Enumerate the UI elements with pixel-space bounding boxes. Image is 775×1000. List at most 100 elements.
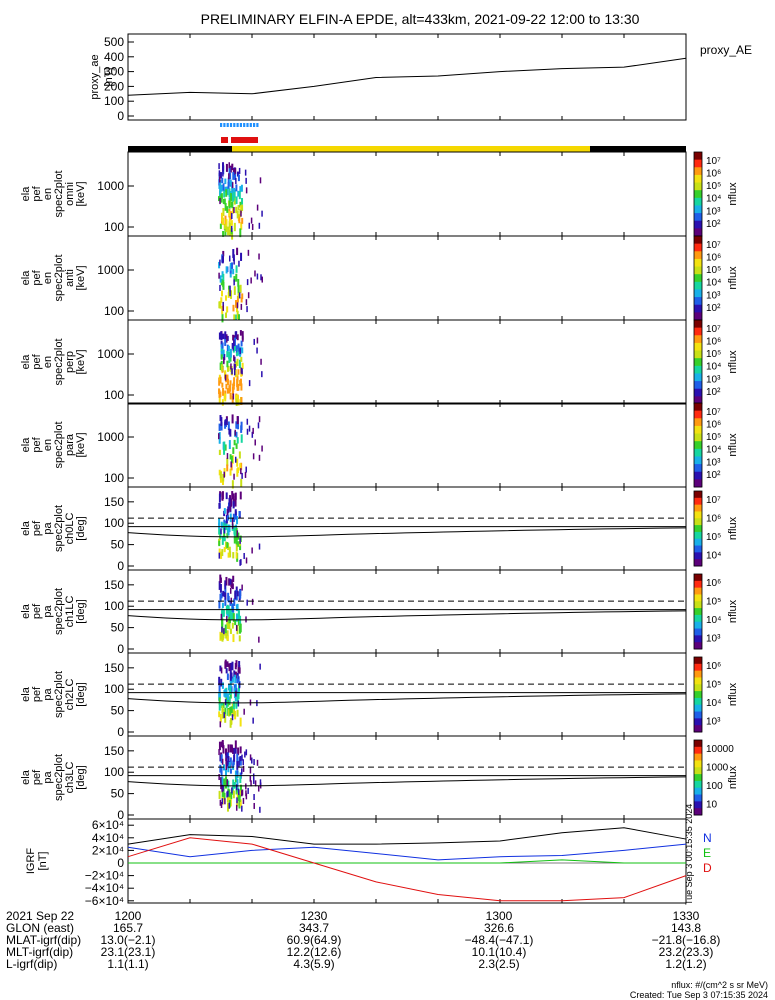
spec-panel-2-pixel (228, 357, 231, 363)
pa-panel-0-pixel (228, 497, 231, 507)
spec-panel-0-pixel (238, 214, 241, 224)
spec-panel-2-colorbar-segment (694, 335, 702, 344)
spec-panel-2-pixel (239, 348, 241, 355)
pa-panel-3-pixel (218, 741, 221, 751)
spec-panel-0-colorbar-tick: 10⁵ (706, 181, 721, 192)
science-zone-dash (220, 123, 223, 127)
pa-panel-3-pixel (232, 759, 235, 765)
spec-panel-0-colorbar-segment (694, 159, 702, 168)
pa-panel-2-pixel (235, 660, 238, 667)
spec-panel-1-pixel (222, 301, 224, 308)
spec-panel-0-colorbar-segment (694, 182, 702, 191)
pa-panel-3-pixel (253, 777, 255, 784)
footer-row-value: 1.1(1.1) (107, 957, 148, 971)
spec-panel-1-pixel (240, 303, 243, 310)
pa-panel-3-pixel (232, 747, 234, 754)
pa-panel-1-colorbar-frame (693, 573, 703, 650)
pa-panel-3-pixel (227, 780, 230, 788)
pa-panel-1-pixel (232, 634, 235, 643)
spec-panel-3-pixel (218, 432, 221, 440)
spec-panel-2-pixel (236, 378, 239, 388)
pa-panel-3-pixel (225, 757, 227, 764)
spec-panel-0-pixel (224, 202, 227, 211)
ylabel-line: spec2plot (53, 338, 65, 385)
science-zone-dash (249, 123, 252, 127)
spec-panel-1-pixel (236, 247, 239, 256)
pa-panel-1-pixel (218, 601, 221, 609)
spec-panel-2-ytick-label: 1000 (97, 347, 124, 361)
pa-panel-3-pixel (226, 760, 229, 767)
pa-panel-2-pixel (236, 675, 239, 684)
spec-panel-0-pixel (248, 222, 251, 229)
spec-panel-2-colorbar-tick: 10³ (706, 374, 721, 385)
spec-panel-3-pixel (221, 478, 224, 486)
pa-panel-3-pixel (221, 758, 224, 765)
pa-panel-3-pixel (242, 765, 245, 772)
spec-panel-3-colorbar-label: nflux (727, 433, 739, 457)
spec-panel-3-pixel (236, 468, 239, 477)
spec-panel-2-pixel (229, 348, 232, 358)
pa-panel-2-pixel (223, 712, 225, 719)
pa-panel-2-pixel (237, 689, 240, 695)
spec-panel-2-ytick-label: 100 (104, 388, 124, 402)
spec-panel-1-pixel (218, 261, 221, 269)
ylabel-line: pa (42, 771, 54, 784)
pa-panel-1-colorbar-tick: 10³ (706, 633, 721, 644)
pa-panel-0-colorbar-segment (694, 531, 702, 540)
spec-panel-3-pixel (257, 422, 260, 429)
ylabel-line: en (42, 188, 54, 200)
spec-panel-3-colorbar-tick: 10⁵ (706, 432, 721, 443)
pa-panel-3-pixel (236, 792, 239, 801)
ylabel-line: ela (20, 186, 32, 202)
spec-panel-2-pixel (229, 392, 232, 400)
spec-panel-1-ytick-label: 1000 (97, 263, 124, 277)
ylabel-line: [deg] (75, 682, 87, 706)
pa-panel-3-pixel (245, 790, 247, 797)
spec-panel-1-colorbar-tick: 10⁶ (706, 253, 721, 264)
pa-panel-2-pixel (226, 661, 229, 667)
spec-panel-1-pixel (240, 297, 243, 303)
spec-panel-1-pixel (235, 300, 238, 308)
pa-panel-3-pixel (239, 775, 242, 784)
spec-panel-3-colorbar-segment (694, 479, 702, 488)
pa-panel-2-pixel (234, 674, 237, 684)
spec-panel-2-pixel (229, 355, 232, 362)
spec-panel-0-pixel (227, 181, 230, 189)
ylabel-line: [keV] (75, 349, 87, 374)
spec-panel-0-pixel (225, 163, 228, 172)
spec-panel-0-pixel (224, 178, 227, 185)
spec-panel-1-pixel (230, 290, 233, 299)
spec-panel-1-colorbar-segment (694, 236, 702, 245)
pa-panel-3-pixel (229, 768, 232, 774)
spec-panel-1-pixel (222, 280, 225, 288)
pa-panel-0-pixel (237, 541, 240, 547)
spec-panel-1-pixel (226, 306, 229, 313)
spec-panel-3-pixel (218, 469, 221, 476)
spec-panel-0-pixel (223, 223, 226, 230)
pa-panel-3-pixel (218, 774, 220, 781)
pa-panel-1-pixel (221, 622, 224, 629)
pa-panel-0-pixel (236, 530, 239, 537)
pa-panel-1-colorbar-segment (694, 608, 702, 616)
ylabel-line: [keV] (75, 432, 87, 457)
footer-row-value: −48.4(−47.1) (465, 933, 534, 947)
spec-panel-0-pixel (241, 198, 244, 205)
pa-panel-0-pixel (229, 551, 232, 558)
spec-panel-3-pixel (236, 437, 239, 444)
spec-panel-3-pixel (240, 478, 243, 487)
pa-panel-2-pixel (230, 686, 233, 694)
spec-panel-1-pixel (220, 278, 223, 286)
spec-panel-3-pixel (224, 444, 227, 451)
spec-panel-2-pixel (226, 365, 229, 372)
spec-panel-3-colorbar-segment (694, 403, 702, 412)
pa-panel-2-colorbar-frame (693, 656, 703, 733)
spec-panel-0-pixel (245, 187, 248, 194)
spec-panel-0-pixel (231, 201, 234, 209)
pa-panel-3-pixel (250, 780, 252, 787)
pa-panel-0-pixel (220, 521, 223, 529)
pa-panel-3-pixel (221, 776, 224, 786)
spec-panel-2-pixel (226, 335, 229, 341)
